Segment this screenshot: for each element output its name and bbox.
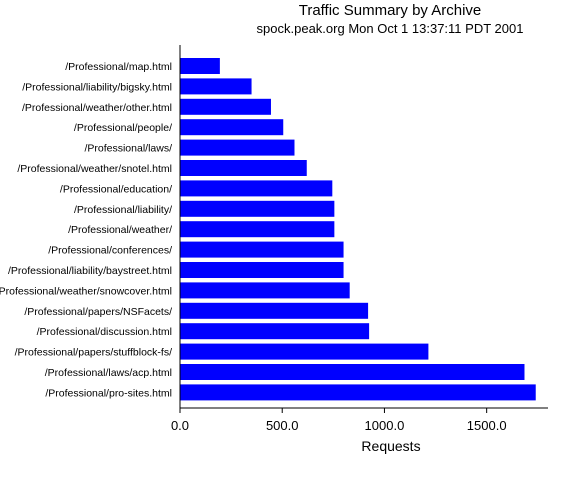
bar [180,98,271,115]
bar [180,364,525,380]
bar [180,241,344,258]
bar [180,180,333,197]
bar [180,343,429,360]
category-label: /Professional/people/ [74,122,172,134]
bar [180,302,369,319]
bar [180,384,536,401]
category-label: /Professional/liability/bigsky.html [22,81,172,93]
bar [180,139,295,156]
bar [180,282,350,299]
chart-title: Traffic Summary by Archive [299,2,482,19]
bar [180,262,344,278]
x-tick-label: 1500.0 [467,418,507,433]
bar [180,221,335,238]
category-label: /Professional/papers/stuffblock-fs/ [15,347,172,359]
bar [180,323,370,340]
category-label: /Professional/weather/other.html [22,102,172,114]
category-label: /Professional/liability/ [74,204,172,216]
bar [180,58,220,74]
x-tick-label: 0.0 [171,418,189,433]
bar [180,78,252,95]
x-tick-label: 1000.0 [365,418,405,433]
category-label: /Professional/education/ [60,183,172,195]
category-label: /Professional/discussion.html [37,326,172,338]
bar [180,160,307,176]
bar [180,119,284,136]
category-label: /Professional/weather/ [68,224,172,236]
category-label: /Professional/laws/ [84,143,172,155]
category-label: /Professional/laws/acp.html [45,367,172,379]
category-label: /Professional/conferences/ [48,245,172,257]
category-label: /Professional/pro-sites.html [45,387,172,399]
category-label: /Professional/liability/baystreet.html [8,265,172,277]
x-axis-ticks: 0.0 500.0 1000.0 1500.0 [171,408,507,433]
category-labels: /Professional/map.html/Professional/liab… [0,61,172,399]
category-label: /Professional/map.html [65,61,172,73]
bars-group [180,58,536,401]
chart-subtitle: spock.peak.org Mon Oct 1 13:37:11 PDT 20… [257,21,524,36]
x-axis-label: Requests [361,438,420,454]
category-label: /Professional/weather/snotel.html [17,163,172,175]
x-tick-label: 500.0 [266,418,299,433]
category-label: /Professional/papers/NSFacets/ [24,306,172,318]
bar [180,200,335,217]
category-label: /Professional/weather/snowcover.html [0,285,172,297]
